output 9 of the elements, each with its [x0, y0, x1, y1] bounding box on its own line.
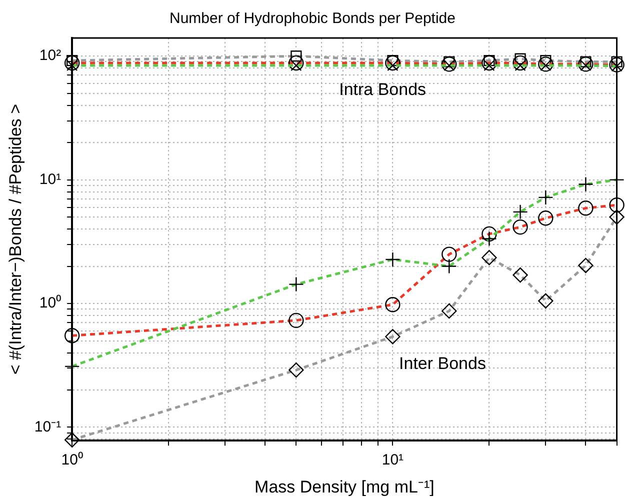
y-axis-title: < #(Intra/Inter−)Bonds / #Peptides >	[6, 104, 25, 375]
y-tick-label: 10²	[39, 47, 62, 64]
annotation: Intra Bonds	[339, 80, 426, 100]
y-tick-label: 10⁻¹	[34, 418, 62, 436]
x-axis-title: Mass Density [mg mL⁻¹]	[254, 477, 434, 496]
annotation: Inter Bonds	[399, 354, 486, 373]
y-tick-label: 10¹	[39, 170, 62, 188]
y-tick-label: 10⁰	[39, 294, 62, 312]
chart-title: Number of Hydrophobic Bonds per Peptide	[170, 10, 456, 28]
